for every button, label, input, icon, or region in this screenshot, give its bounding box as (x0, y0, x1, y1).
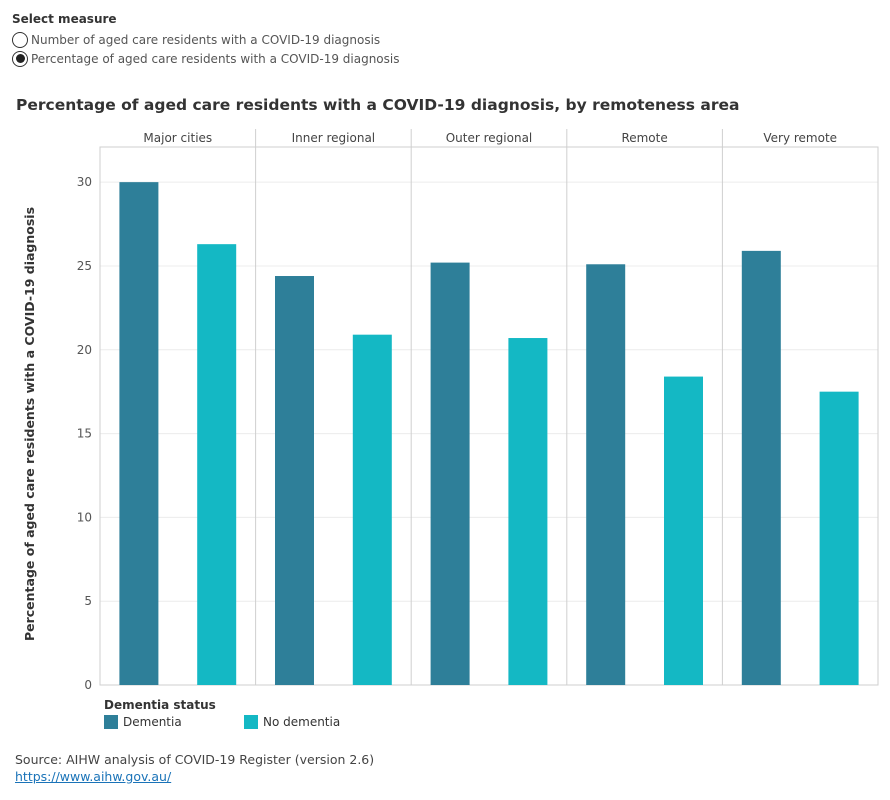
legend-label: No dementia (263, 715, 341, 729)
radio-dot-icon (15, 54, 25, 63)
source-link[interactable]: https://www.aihw.gov.au/ (15, 769, 172, 784)
legend-title: Dementia status (104, 698, 216, 712)
y-tick-label: 25 (77, 259, 92, 273)
legend-swatch (244, 715, 258, 729)
y-tick-label: 20 (77, 343, 92, 357)
bar-dementia (586, 264, 626, 685)
bar-no-dementia (508, 338, 548, 685)
legend-swatch (104, 715, 118, 729)
bar-no-dementia (664, 376, 703, 685)
bar-no-dementia (819, 391, 859, 685)
measure-selector: Select measure Number of aged care resid… (12, 12, 399, 68)
bar-dementia (275, 276, 314, 685)
category-header: Very remote (763, 131, 837, 145)
y-tick-label: 5 (84, 594, 92, 608)
measure-option-percentage[interactable]: Percentage of aged care residents with a… (12, 49, 399, 68)
radio-button[interactable] (12, 50, 28, 67)
measure-option-label: Percentage of aged care residents with a… (31, 51, 400, 66)
source-note: Source: AIHW analysis of COVID-19 Regist… (15, 752, 374, 784)
radio-button[interactable] (12, 31, 28, 48)
y-tick-label: 10 (77, 510, 92, 524)
bar-dementia (741, 250, 781, 685)
y-axis-label: Percentage of aged care residents with a… (22, 207, 37, 641)
y-tick-label: 30 (77, 175, 92, 189)
category-header: Outer regional (446, 131, 533, 145)
legend-label: Dementia (123, 715, 182, 729)
bar-dementia (119, 182, 159, 685)
y-tick-label: 15 (77, 427, 92, 441)
category-header: Remote (621, 131, 667, 145)
bar-dementia (430, 262, 470, 685)
source-text: Source: AIHW analysis of COVID-19 Regist… (15, 752, 375, 767)
plot-frame (99, 146, 879, 686)
category-header: Major cities (143, 131, 212, 145)
bar-no-dementia (352, 334, 392, 685)
bar-chart: 0 5 10 15 20 25 30 Percentage of aged care resi… (22, 129, 879, 690)
legend-item-dementia[interactable]: Dementia (104, 715, 244, 729)
category-header: Inner regional (292, 131, 376, 145)
measure-option-number[interactable]: Number of aged care residents with a COV… (12, 30, 399, 49)
measure-option-label: Number of aged care residents with a COV… (31, 32, 381, 47)
legend: Dementia status Dementia No dementia (104, 698, 384, 729)
y-tick-label: 0 (84, 678, 92, 690)
legend-item-no-dementia[interactable]: No dementia (244, 715, 384, 729)
chart-title: Percentage of aged care residents with a… (16, 96, 740, 114)
measure-selector-title: Select measure (12, 12, 117, 26)
bar-no-dementia (197, 244, 237, 685)
